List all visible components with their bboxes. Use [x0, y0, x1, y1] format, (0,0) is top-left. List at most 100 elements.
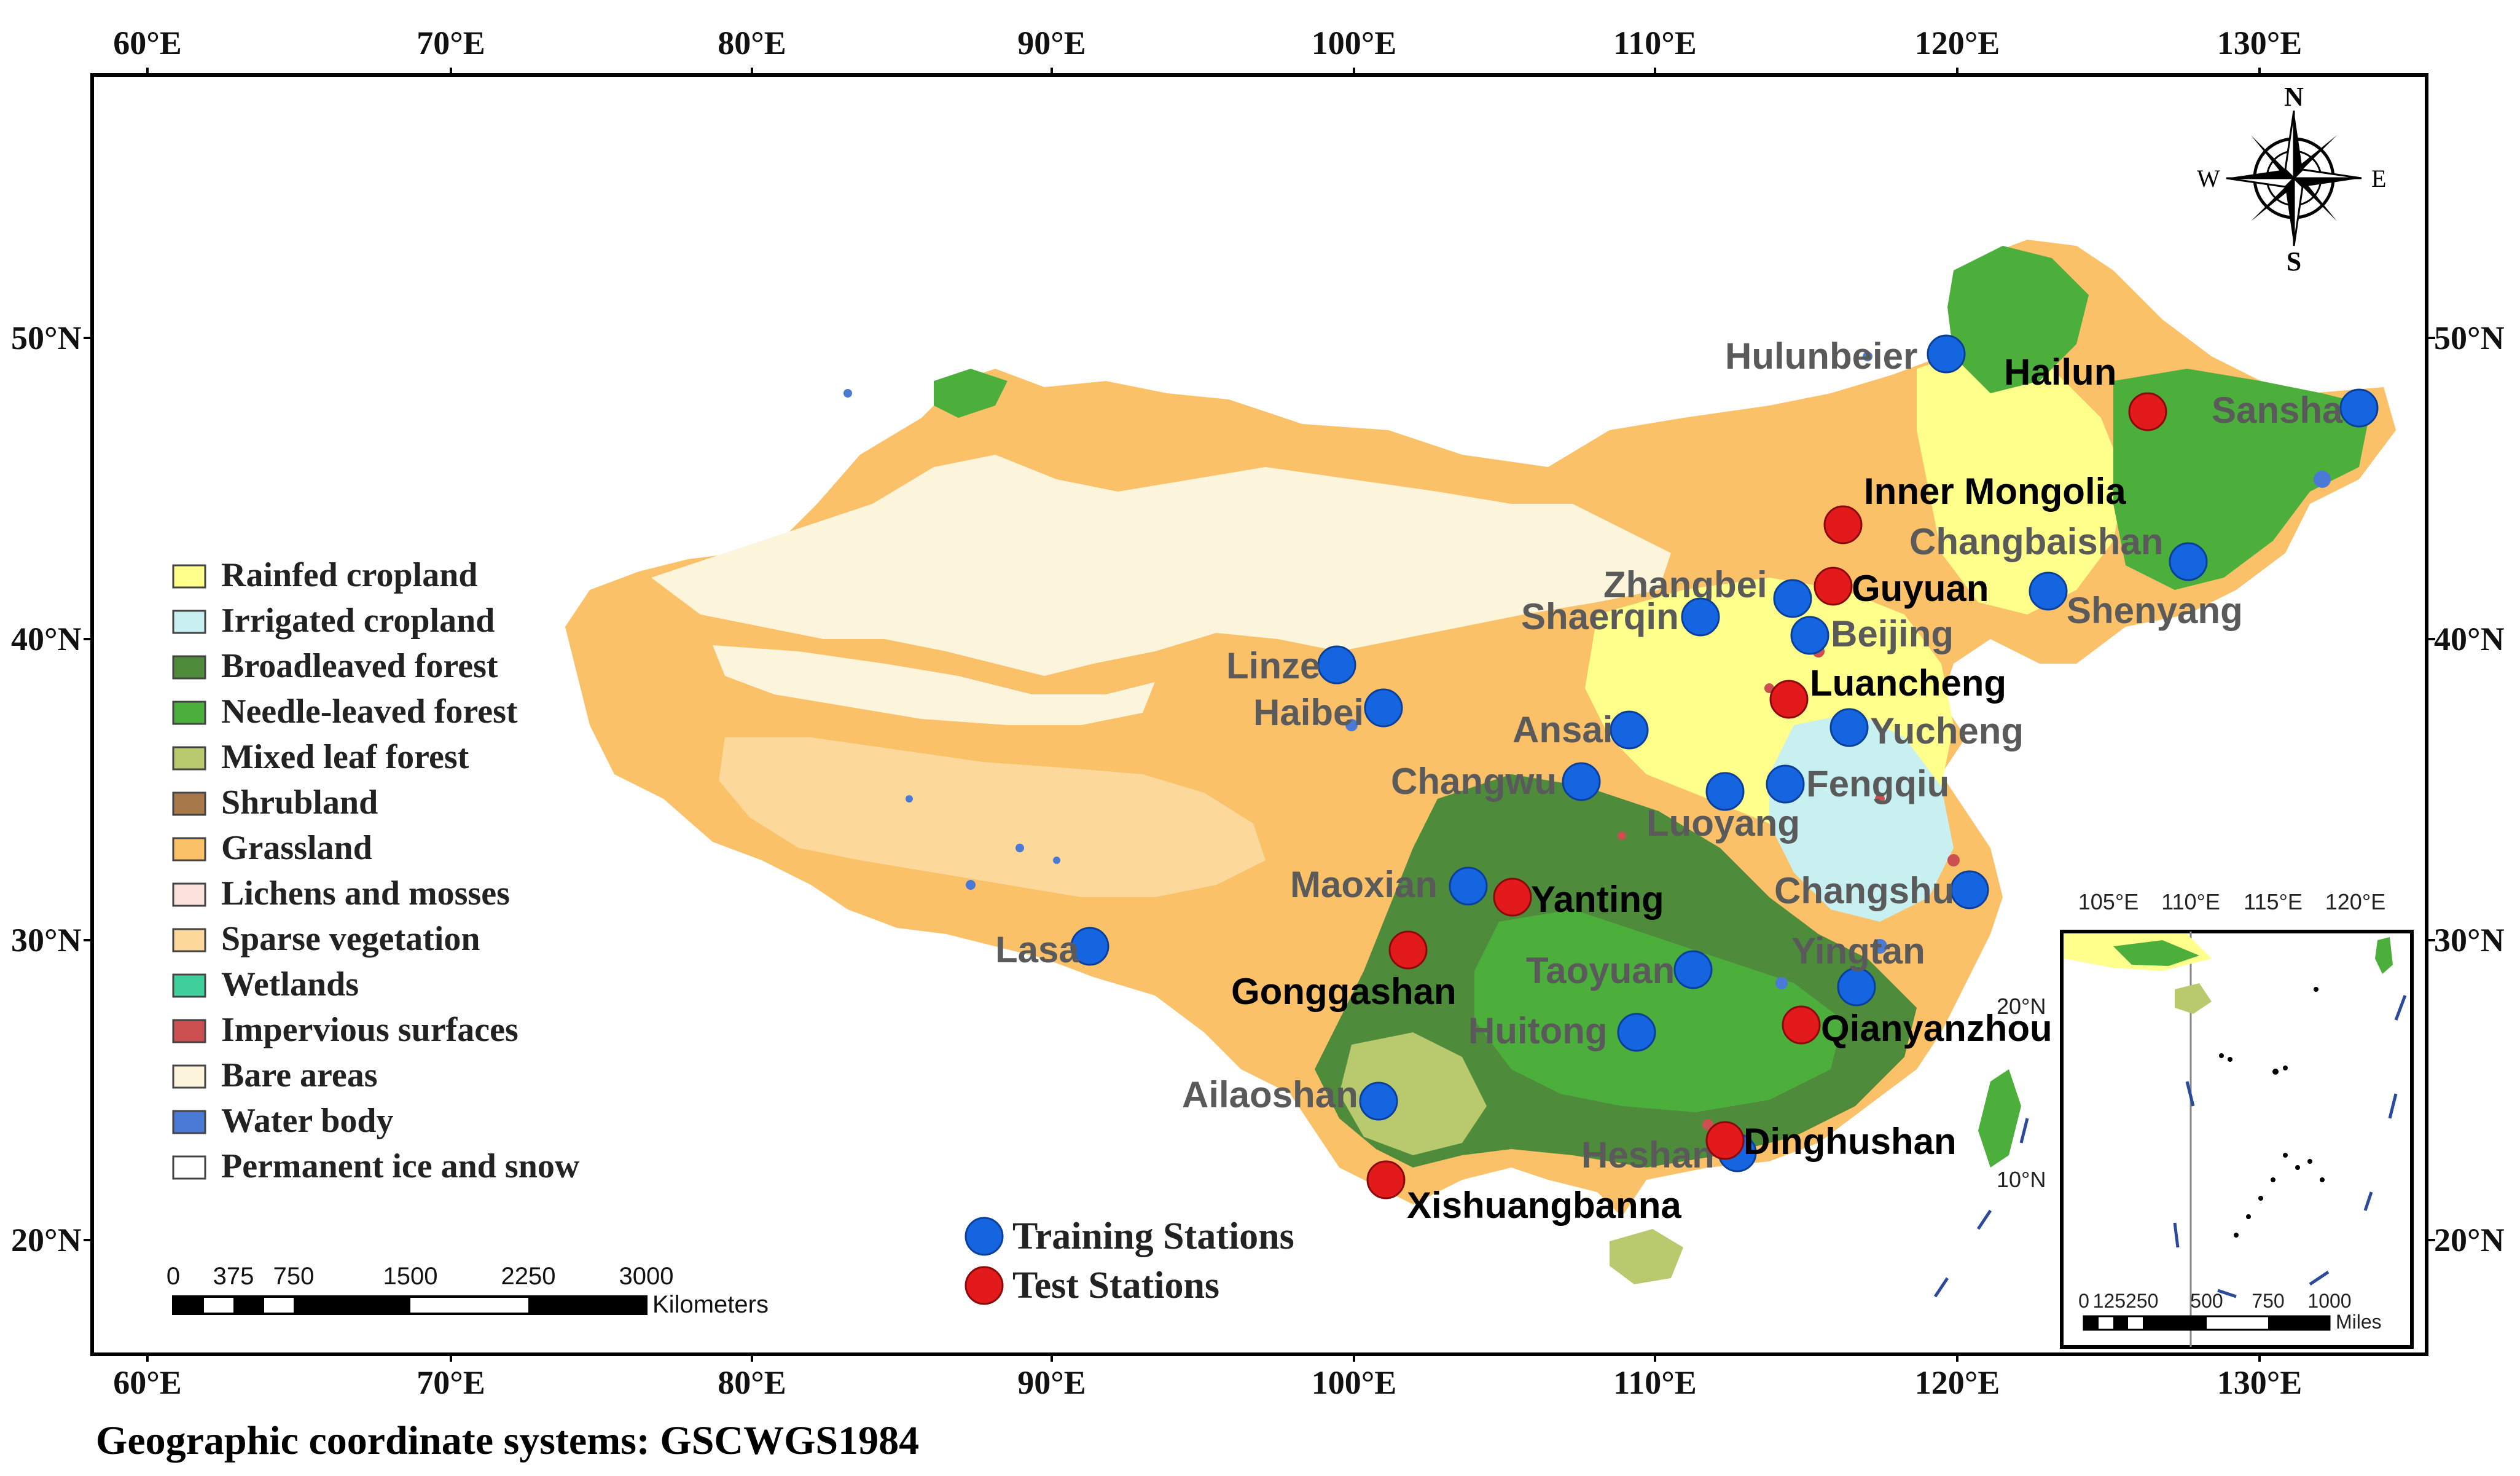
- inset-scale-tick: 0: [2078, 1290, 2089, 1312]
- lon-tick-bottom: 100°E: [1312, 1364, 1397, 1401]
- station-marker-hailun[interactable]: [2128, 392, 2167, 431]
- station-marker-inner-mongolia[interactable]: [1823, 505, 1863, 544]
- lon-tick-top: 130°E: [2217, 25, 2303, 61]
- station-marker-ailaoshan[interactable]: [1359, 1081, 1398, 1121]
- needle-leaved-forest-south: [1474, 909, 1843, 1112]
- taiwan: [1978, 1069, 2021, 1168]
- lon-tick-bottom: 80°E: [718, 1364, 786, 1401]
- lat-tick-left: 40°N: [11, 621, 82, 658]
- lon-tick-bottom: 120°E: [1915, 1364, 2000, 1401]
- station-label-yucheng: Yucheng: [1870, 710, 2024, 752]
- station-marker-changshu[interactable]: [1950, 870, 1989, 909]
- station-legend: Training Stations Test Stations: [965, 1215, 1294, 1306]
- lon-tick-top: 120°E: [1915, 25, 2000, 61]
- station-marker-sansha[interactable]: [2339, 388, 2379, 428]
- station-marker-changwu[interactable]: [1562, 762, 1601, 801]
- training-legend-marker: [965, 1217, 1004, 1256]
- inset-lat-tick: 20°N: [1997, 994, 2046, 1019]
- legend-label: Irrigated cropland: [221, 602, 495, 640]
- station-marker-gonggashan[interactable]: [1388, 930, 1428, 970]
- lat-tick-right: 50°N: [2434, 320, 2505, 356]
- station-label-luancheng: Luancheng: [1810, 662, 2006, 704]
- lon-tick-top: 80°E: [718, 25, 786, 61]
- stations-layer: Hulunbeier Hailun Sansha Inner Mongolia Chan…: [995, 334, 2379, 1226]
- forest-tianshan: [934, 369, 1008, 418]
- scale-tick: 0: [166, 1263, 180, 1290]
- scale-bar: 0 375 750 1500 2250 3000 Kilometers: [166, 1263, 769, 1318]
- inset-lon-tick: 120°E: [2325, 889, 2385, 914]
- inset-scale-unit: Miles: [2336, 1311, 2382, 1333]
- station-label-linze: Linze: [1226, 645, 1320, 686]
- station-label-guyuan: Guyuan: [1852, 568, 1989, 609]
- station-label-changwu: Changwu: [1391, 761, 1557, 802]
- station-marker-xishuangbanna[interactable]: [1366, 1160, 1406, 1199]
- legend-label: Sparse vegetation: [221, 920, 480, 958]
- legend-swatch: [172, 1064, 206, 1089]
- frame-tick-marks: [84, 68, 2435, 1362]
- lat-tick-left: 30°N: [11, 922, 82, 959]
- station-marker-lasa[interactable]: [1070, 927, 1109, 966]
- station-marker-beijing[interactable]: [1790, 616, 1829, 655]
- station-marker-haibei[interactable]: [1364, 688, 1403, 728]
- station-label-ansai: Ansai: [1512, 709, 1613, 750]
- legend-swatch: [172, 1155, 206, 1180]
- legend-label: Shrubland: [221, 783, 378, 822]
- scale-tick: 2250: [501, 1263, 556, 1290]
- lon-tick-bottom: 60°E: [113, 1364, 182, 1401]
- station-marker-guyuan[interactable]: [1814, 567, 1853, 606]
- station-marker-qianyanzhou[interactable]: [1782, 1005, 1821, 1045]
- station-marker-shenyang[interactable]: [2029, 571, 2068, 611]
- lon-tick-bottom: 70°E: [417, 1364, 485, 1401]
- mixed-leaf-forest-south: [1339, 1032, 1487, 1155]
- lon-tick-top: 60°E: [113, 25, 182, 61]
- bottom-lon-ticks: 60°E 70°E 80°E 90°E 100°E 110°E 120°E 13…: [113, 1364, 2302, 1401]
- china-landmass: [565, 240, 2396, 1298]
- station-marker-zhangbei[interactable]: [1773, 579, 1812, 618]
- inset-scale-tick: 125250: [2093, 1290, 2159, 1312]
- inset-lon-tick: 115°E: [2244, 889, 2303, 914]
- sparse-vegetation-tibet: [719, 737, 1266, 897]
- station-marker-maoxian[interactable]: [1449, 866, 1488, 906]
- lat-tick-right: 40°N: [2434, 621, 2505, 658]
- station-marker-hulunbeier[interactable]: [1927, 334, 1966, 374]
- compass-w: W: [2197, 165, 2220, 192]
- station-marker-yucheng[interactable]: [1829, 708, 1869, 747]
- station-marker-changbaishan[interactable]: [2169, 542, 2208, 581]
- legend-swatch: [172, 837, 206, 862]
- station-label-taoyuan: Taoyuan: [1526, 950, 1675, 991]
- station-marker-linze[interactable]: [1317, 645, 1356, 685]
- station-marker-yingtan[interactable]: [1837, 967, 1876, 1007]
- station-marker-huitong[interactable]: [1617, 1013, 1656, 1052]
- station-label-luoyang: Luoyang: [1646, 803, 1800, 844]
- lon-tick-top: 110°E: [1613, 25, 1697, 61]
- legend-swatch: [172, 564, 206, 589]
- station-label-dinghushan: Dinghushan: [1743, 1121, 1957, 1162]
- lat-tick-right: 30°N: [2434, 922, 2505, 959]
- station-label-gonggashan: Gonggashan: [1231, 971, 1457, 1012]
- inset-map: 105°E 110°E 115°E 120°E 20°N 10°N: [1997, 889, 2414, 1349]
- station-marker-luancheng[interactable]: [1769, 680, 1809, 719]
- station-marker-luoyang[interactable]: [1705, 772, 1745, 811]
- station-marker-yanting[interactable]: [1493, 877, 1532, 917]
- station-marker-taoyuan[interactable]: [1673, 950, 1713, 989]
- station-marker-shaerqin[interactable]: [1681, 597, 1720, 637]
- station-label-yanting: Yanting: [1531, 879, 1664, 920]
- legend-swatch: [172, 882, 206, 907]
- bare-areas-tarim: [713, 645, 1155, 725]
- scale-tick: 3000: [619, 1263, 674, 1290]
- station-marker-fengqiu[interactable]: [1766, 764, 1805, 804]
- inset-lat-tick: 10°N: [1997, 1167, 2046, 1192]
- legend-label: Bare areas: [221, 1056, 378, 1094]
- station-marker-dinghushan[interactable]: [1705, 1121, 1745, 1160]
- scale-tick: 375: [213, 1263, 254, 1290]
- station-marker-ansai[interactable]: [1610, 710, 1649, 750]
- lat-ticks-left: 50°N 40°N 30°N 20°N: [11, 320, 82, 1258]
- training-legend-label: Training Stations: [1012, 1215, 1294, 1257]
- inset-scale-tick: 1000: [2307, 1290, 2351, 1312]
- legend-swatch: [172, 928, 206, 952]
- lon-tick-bottom: 110°E: [1613, 1364, 1697, 1401]
- compass-s: S: [2287, 246, 2301, 277]
- hainan: [1610, 1229, 1683, 1284]
- legend-swatch: [172, 1110, 206, 1134]
- station-label-xishuangbanna: Xishuangbanna: [1407, 1185, 1681, 1226]
